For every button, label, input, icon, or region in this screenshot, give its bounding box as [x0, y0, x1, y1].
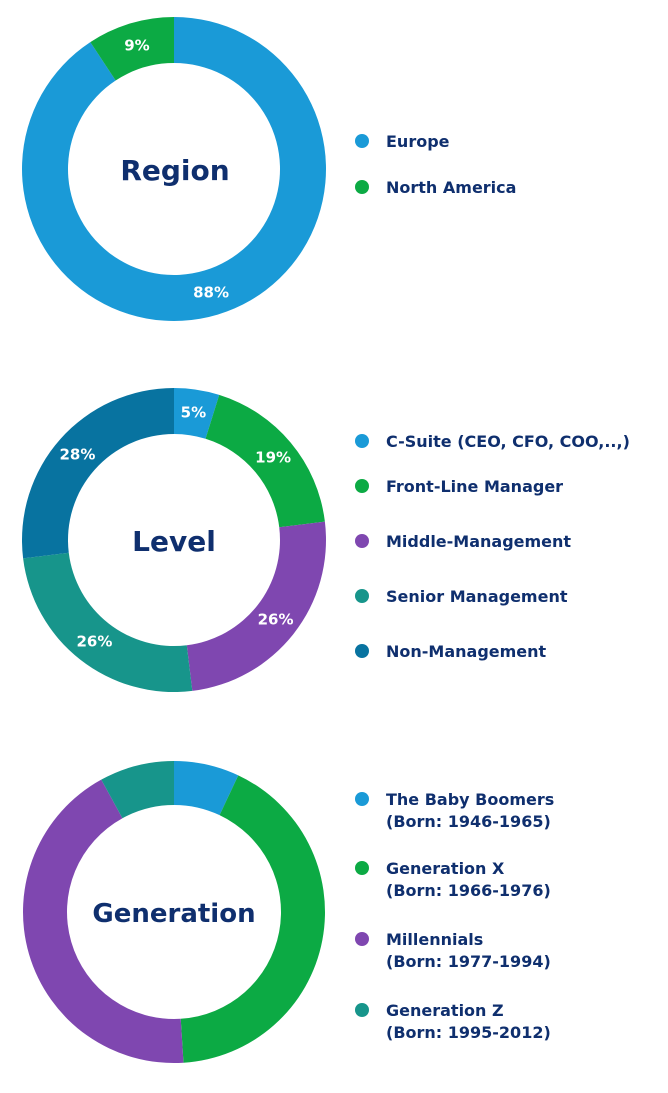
legend-label: Non-Management [386, 642, 547, 661]
slice-generation-z [101, 761, 174, 819]
slice-front-line-manager [205, 394, 325, 528]
slice-c-suite-ceo-cfo-coo [174, 388, 220, 439]
level-chart: 5% 19% 26% 26% 28% Level C-Suite (CEO, CFO, … [0, 373, 668, 713]
slice-senior-management [23, 552, 193, 692]
legend-item-generation-z: Generation Z (Born: 1995-2012) [355, 1000, 665, 1044]
slice-non-management [21, 388, 174, 559]
slice-label-senior-management: 26% [76, 633, 112, 651]
region-slice-labels: 88% 9% [124, 36, 229, 301]
slice-label-non-management: 28% [59, 445, 95, 463]
slice-millennials [23, 779, 184, 1063]
legend-label: Generation X (Born: 1966-1976) [386, 858, 551, 902]
legend-item-senior-management: Senior Management [355, 586, 665, 608]
legend-label-note: (Born: 1995-2012) [386, 1023, 551, 1042]
slice-europe [21, 17, 327, 321]
slice-north-america [90, 17, 174, 81]
legend-label: C-Suite (CEO, CFO, COO,..,) [386, 432, 630, 451]
legend-item-europe: Europe [355, 131, 665, 153]
legend-label: Europe [386, 132, 450, 151]
region-center-title: Region [120, 154, 229, 187]
slice-label-north-america: 9% [124, 36, 149, 54]
legend-label-note: (Born: 1966-1976) [386, 881, 551, 900]
slice-label-c-suite-ceo-cfo-coo: 5% [181, 403, 206, 421]
level-slices [21, 388, 327, 692]
legend-label: The Baby Boomers (Born: 1946-1965) [386, 789, 554, 833]
legend-label: Senior Management [386, 587, 568, 606]
legend-label-note: (Born: 1977-1994) [386, 952, 551, 971]
legend-item-generation-x: Generation X (Born: 1966-1976) [355, 858, 665, 902]
legend-label: Front-Line Manager [386, 477, 564, 496]
legend-label: Generation Z (Born: 1995-2012) [386, 1000, 551, 1044]
legend-item-middle-management: Middle-Management [355, 531, 665, 553]
slice-the-baby-boomers [174, 761, 239, 816]
slice-label-front-line-manager: 19% [255, 448, 291, 466]
slice-generation-x [180, 775, 325, 1063]
legend-label: Middle-Management [386, 532, 572, 551]
legend-dot [355, 434, 369, 448]
level-slice-labels: 5% 19% 26% 26% 28% [59, 403, 293, 650]
legend-dot [355, 932, 369, 946]
generation-slices [23, 761, 325, 1063]
region-donut: 88% 9% Region [21, 17, 327, 321]
slice-middle-management [186, 521, 327, 691]
legend-dot [355, 644, 369, 658]
level-center-title: Level [132, 525, 216, 558]
legend-dot [355, 479, 369, 493]
legend-dot [355, 534, 369, 548]
legend-label-name: Millennials [386, 930, 484, 949]
legend-label: Millennials (Born: 1977-1994) [386, 929, 551, 973]
legend-label-name: The Baby Boomers [386, 790, 555, 809]
region-slices [21, 17, 327, 321]
legend-dot [355, 861, 369, 875]
generation-donut: Generation [23, 761, 325, 1063]
legend-item-baby-boomers: The Baby Boomers (Born: 1946-1965) [355, 789, 665, 833]
legend-item-c-suite: C-Suite (CEO, CFO, COO,..,) [355, 431, 665, 453]
legend-dot [355, 134, 369, 148]
legend-label: North America [386, 178, 517, 197]
legend-dot [355, 1003, 369, 1017]
legend-label-name: Generation X [386, 859, 505, 878]
legend-item-front-line-manager: Front-Line Manager [355, 476, 665, 498]
level-donut: 5% 19% 26% 26% 28% Level [21, 388, 327, 692]
generation-chart: Generation The Baby Boomers (Born: 1946-… [0, 748, 668, 1093]
generation-center-title: Generation [92, 899, 255, 929]
legend-item-non-management: Non-Management [355, 641, 665, 663]
legend-label-name: Generation Z [386, 1001, 504, 1020]
region-chart: 88% 9% Region Europe North America [0, 0, 668, 345]
legend-label-note: (Born: 1946-1965) [386, 812, 551, 831]
slice-label-europe: 88% [193, 284, 229, 302]
legend-dot [355, 589, 369, 603]
legend-dot [355, 180, 369, 194]
legend-item-millennials: Millennials (Born: 1977-1994) [355, 929, 665, 973]
legend-item-north-america: North America [355, 177, 665, 199]
slice-label-middle-management: 26% [258, 611, 294, 629]
legend-dot [355, 792, 369, 806]
